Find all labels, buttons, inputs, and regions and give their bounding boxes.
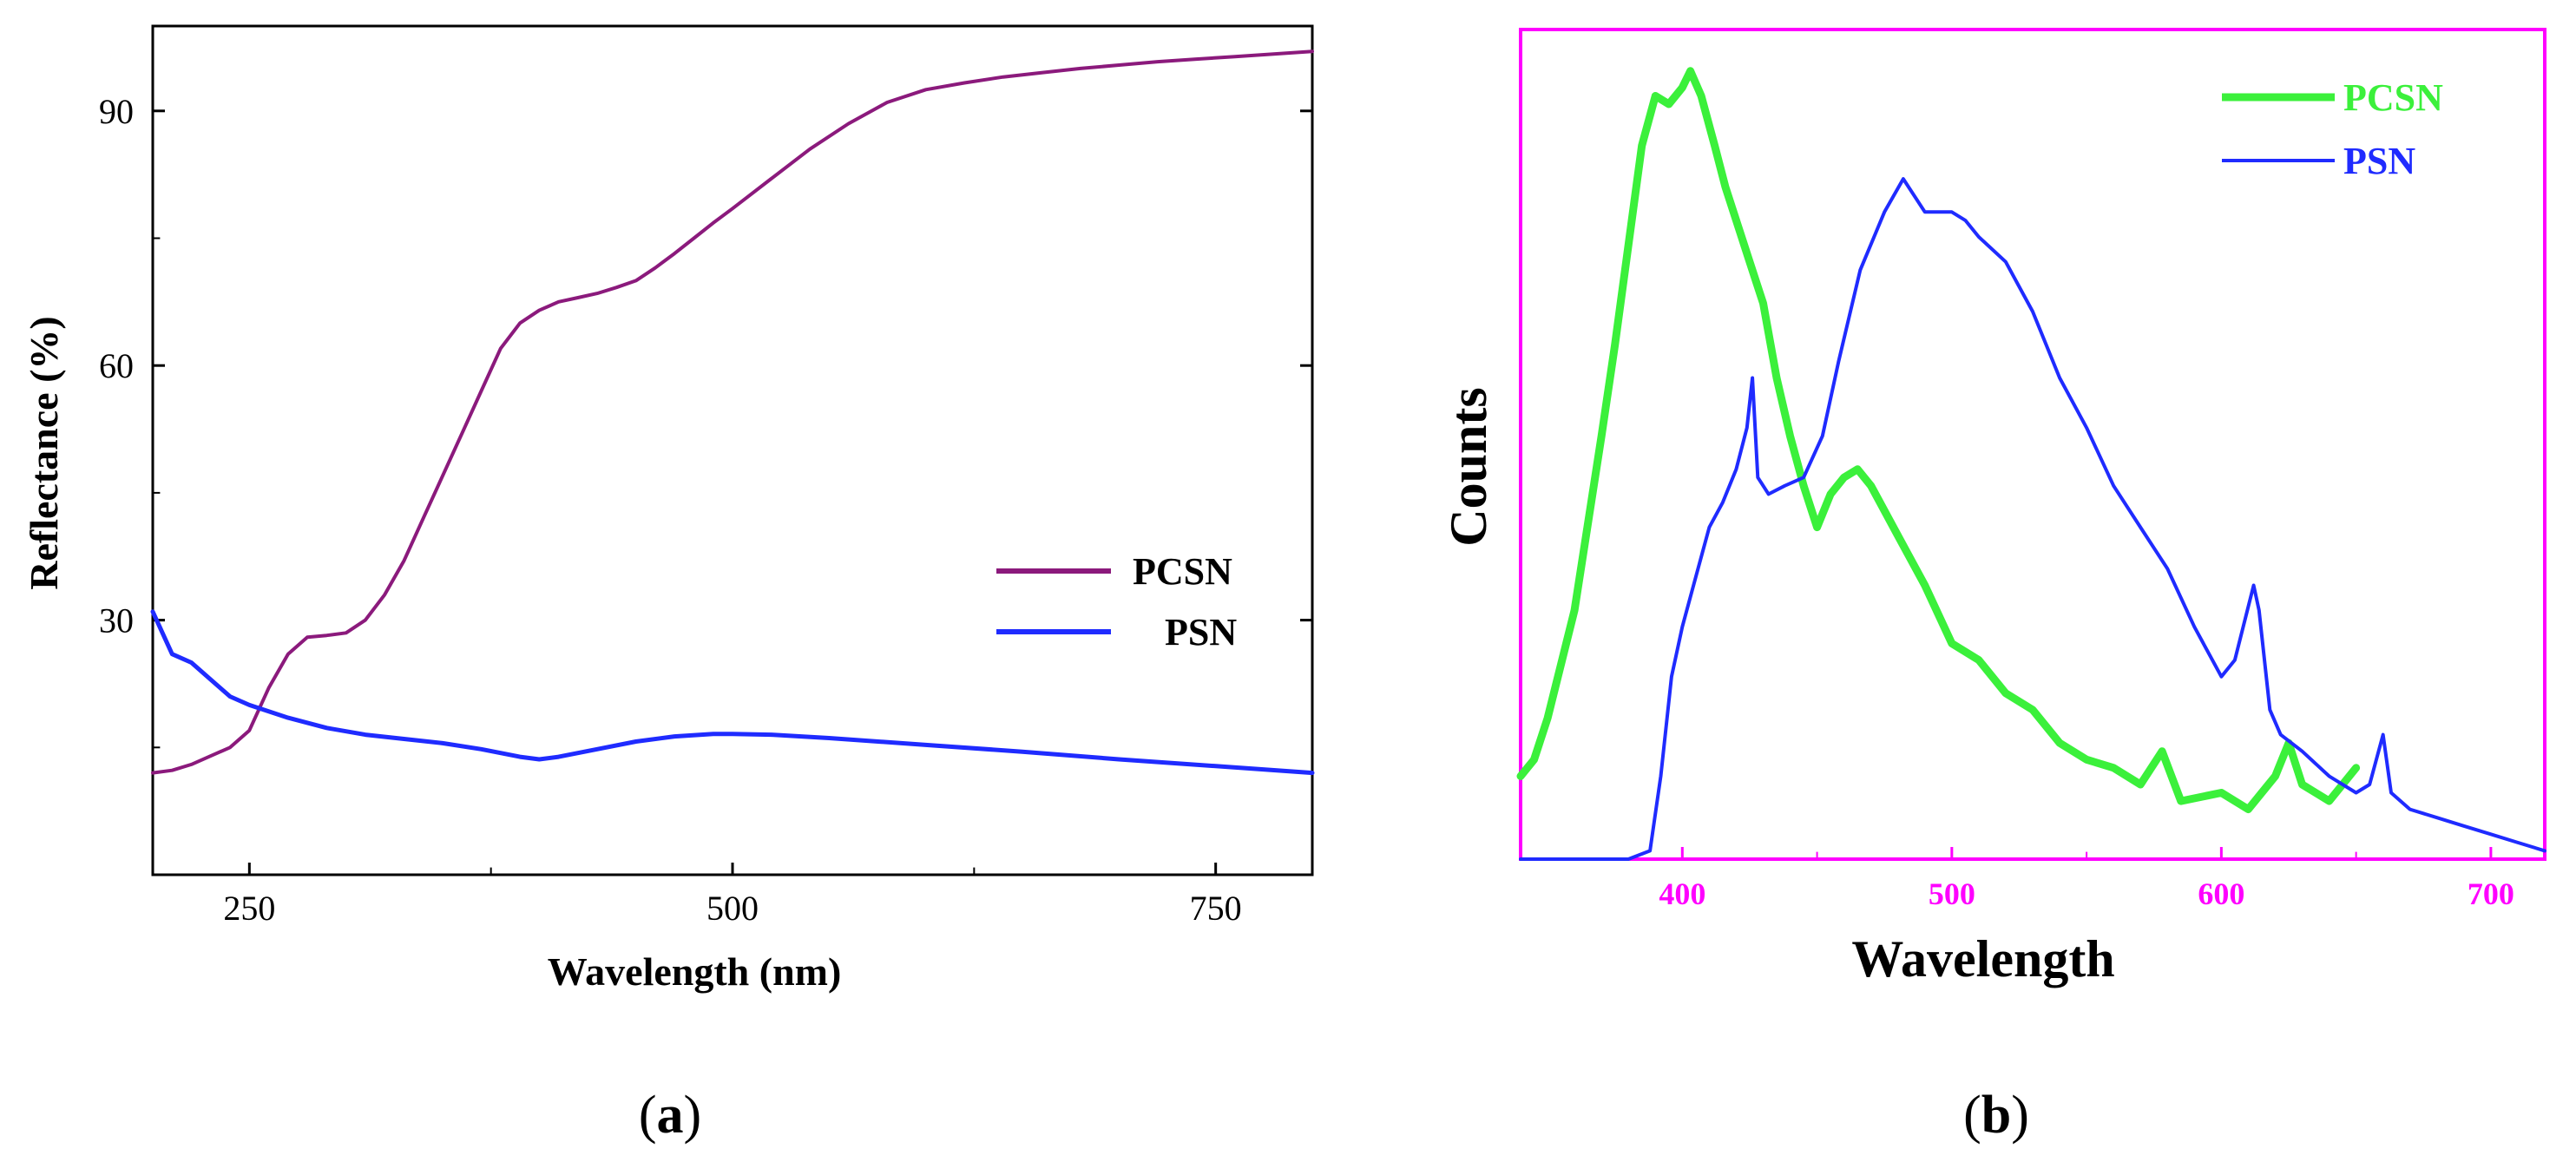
panel-b-x-axis-label: Wavelength — [1851, 930, 2114, 988]
panel-a: 250 500 750 30 60 90 PCSN PSN Wavelength (nm)… — [22, 24, 1315, 1145]
x-tick-label: 500 — [706, 889, 759, 928]
legend-label-psn: PSN — [1165, 611, 1237, 653]
series-line-pcsn — [151, 49, 1314, 775]
panel-b-series — [1516, 67, 2546, 861]
panel-b-legend: PCSN PSN — [2222, 76, 2443, 182]
panel-a-y-axis-label: Reflectance (%) — [22, 316, 66, 589]
x-tick-label: 600 — [2198, 876, 2244, 911]
legend-label-pcsn: PCSN — [1133, 550, 1232, 593]
y-tick-label: 30 — [99, 601, 134, 640]
series-line-pcsn — [1516, 67, 2361, 814]
panel-a-caption: (a) — [639, 1086, 701, 1145]
panel-b-caption-letter: b — [1981, 1086, 2011, 1145]
x-tick-label: 750 — [1190, 889, 1242, 928]
panel-a-x-axis-label: Wavelength (nm) — [548, 949, 842, 994]
panel-a-plot-frame — [151, 24, 1314, 876]
panel-b-caption: (b) — [1963, 1086, 2029, 1145]
panel-b-ticks: 400 500 600 700 — [1659, 847, 2514, 911]
series-line-psn — [1519, 177, 2546, 861]
panel-a-caption-letter: a — [657, 1086, 684, 1145]
legend-label-psn: PSN — [2343, 140, 2415, 182]
panel-a-ticks: 250 500 750 30 60 90 — [99, 92, 1312, 928]
x-tick-label: 500 — [1929, 876, 1975, 911]
x-tick-label: 700 — [2468, 876, 2514, 911]
x-tick-label: 400 — [1659, 876, 1705, 911]
y-tick-label: 90 — [99, 92, 134, 131]
panel-b: 400 500 600 700 PCSN PSN Wavelength Counts … — [1440, 28, 2546, 1145]
panel-b-plot-frame — [1519, 28, 2546, 861]
x-tick-label: 250 — [223, 889, 275, 928]
panel-a-legend: PCSN PSN — [996, 550, 1237, 653]
series-line-psn — [150, 609, 1315, 776]
y-tick-label: 60 — [99, 346, 134, 385]
panel-a-series — [150, 49, 1315, 776]
panel-b-y-axis-label: Counts — [1440, 387, 1497, 546]
legend-label-pcsn: PCSN — [2343, 76, 2443, 119]
